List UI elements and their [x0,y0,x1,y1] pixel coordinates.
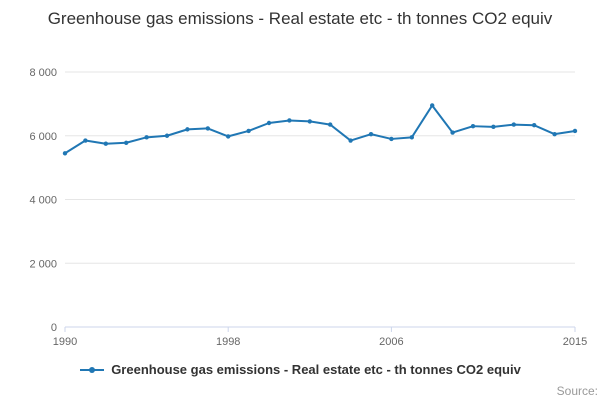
data-point [532,123,537,128]
series-line [64,104,576,155]
x-tick-label: 1990 [53,336,77,348]
chart-title: Greenhouse gas emissions - Real estate e… [47,9,553,28]
chart-svg: 0 2 000 4 000 6 000 8 000 1990 1998 2006 2015 [29,67,587,348]
data-point [62,151,68,156]
x-tick-label: 2015 [563,336,587,348]
data-point [470,123,476,129]
data-point [185,127,190,132]
data-point [83,138,88,143]
data-point [226,134,231,139]
x-tick-label: 2006 [379,336,403,348]
y-tick-label: 0 [51,322,57,334]
data-point [328,122,333,127]
data-point [389,136,394,142]
legend-line-icon [80,366,105,373]
data-point [307,119,312,124]
legend-marker-dot [89,366,96,373]
x-tick-label: 1998 [216,336,240,348]
data-point [266,120,272,126]
data-point [164,133,170,138]
data-point [287,118,292,123]
y-tick-label: 4 000 [29,195,57,207]
legend-label: Greenhouse gas emissions - Real estate e… [111,362,521,377]
data-point [450,130,455,135]
data-point [348,138,353,143]
data-point [205,126,210,131]
source-label: Source: [556,384,598,398]
data-point [572,128,578,134]
data-point [491,124,496,130]
y-tick-label: 6 000 [29,131,57,143]
data-point [430,103,435,108]
data-point [511,122,516,127]
data-point [368,131,374,137]
legend[interactable]: Greenhouse gas emissions - Real estate e… [0,362,600,377]
data-point [144,135,149,140]
data-point [409,135,414,140]
data-point [124,140,129,145]
y-tick-label: 2 000 [29,258,57,270]
data-point [552,131,557,137]
data-point [103,141,109,146]
data-point [246,128,251,134]
y-tick-label: 8 000 [29,67,57,79]
